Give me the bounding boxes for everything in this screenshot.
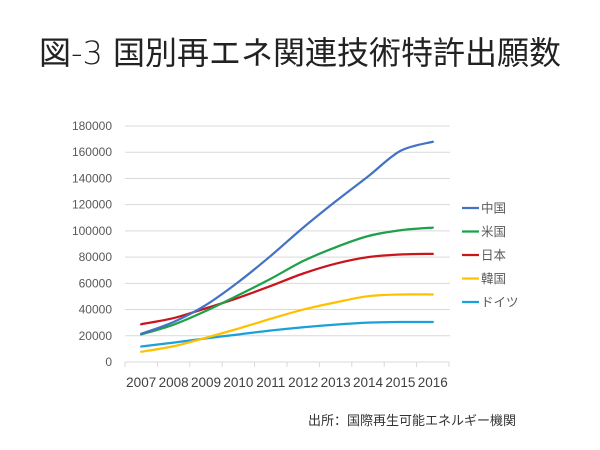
series-韓国 — [140, 293, 434, 353]
x-axis — [124, 361, 450, 367]
series-line — [140, 320, 434, 348]
y-tick-label: 120000 — [72, 198, 112, 212]
series-line — [140, 293, 434, 353]
y-tick-label: 0 — [105, 355, 112, 369]
y-tick-label: 60000 — [79, 276, 113, 290]
source-note: 出所：国際再生可能エネルギー機関 — [308, 414, 517, 429]
legend-label: ドイツ — [481, 295, 519, 310]
legend-label: 中国 — [481, 201, 506, 216]
legend-label: 日本 — [481, 248, 507, 263]
x-tick-label: 2010 — [223, 375, 253, 390]
chart-title: 図-3 国別再エネ関連技術特許出願数 — [38, 34, 562, 72]
legend-label: 米国 — [481, 224, 506, 239]
legend-item: 日本 — [462, 248, 507, 263]
legend-label: 韓国 — [481, 271, 506, 286]
y-tick-label: 20000 — [79, 329, 113, 343]
series-line — [140, 140, 434, 335]
y-axis-tick-labels: 0 20000 40000 60000 80000 100000 120000 140000 1… — [72, 119, 112, 369]
x-tick-label: 2013 — [321, 375, 351, 390]
series-line — [140, 226, 434, 336]
series-米国 — [140, 226, 434, 336]
y-tick-label: 160000 — [72, 145, 112, 159]
series-中国 — [140, 140, 434, 335]
x-tick-label: 2007 — [126, 375, 156, 390]
y-tick-label: 80000 — [79, 250, 113, 264]
y-tick-label: 100000 — [72, 224, 112, 238]
legend-item: 韓国 — [462, 271, 506, 286]
legend-item: 米国 — [462, 224, 506, 239]
x-axis-tick-labels: 2007 2008 2009 2010 2011 2012 2013 2014 2015 2016 — [126, 375, 448, 390]
legend-item: 中国 — [462, 201, 506, 216]
y-tick-label: 140000 — [72, 171, 112, 185]
x-tick-label: 2008 — [159, 375, 189, 390]
y-tick-label: 180000 — [72, 119, 112, 133]
x-tick-label: 2011 — [256, 375, 285, 390]
series-lines — [140, 140, 434, 353]
x-tick-label: 2014 — [353, 375, 384, 390]
x-tick-label: 2009 — [191, 375, 221, 390]
y-tick-label: 40000 — [79, 303, 113, 317]
gridlines — [125, 125, 450, 337]
x-tick-label: 2015 — [385, 375, 415, 390]
x-tick-label: 2016 — [418, 375, 448, 390]
x-tick-label: 2012 — [288, 375, 318, 390]
legend-item: ドイツ — [462, 295, 519, 310]
